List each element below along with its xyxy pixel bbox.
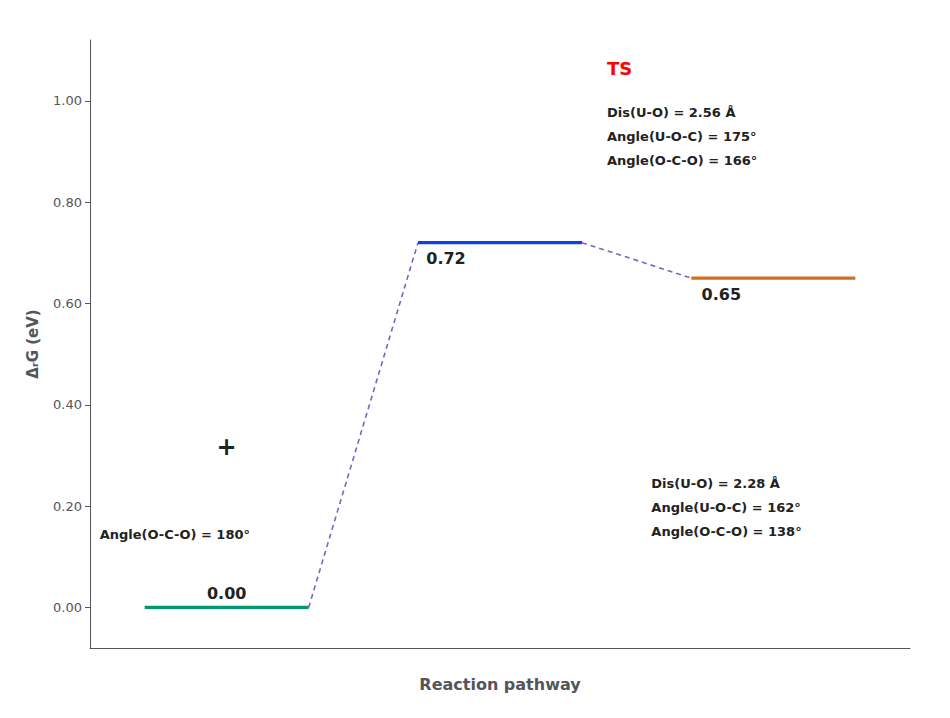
svg-text:0.65: 0.65 bbox=[702, 285, 741, 304]
svg-text:Angle(U-O-C) = 162°: Angle(U-O-C) = 162° bbox=[651, 500, 801, 515]
svg-text:0.80: 0.80 bbox=[53, 195, 82, 210]
svg-text:1.00: 1.00 bbox=[53, 93, 82, 108]
svg-text:Angle(U-O-C) = 175°: Angle(U-O-C) = 175° bbox=[607, 129, 757, 144]
svg-text:0.00: 0.00 bbox=[53, 600, 82, 615]
svg-text:+: + bbox=[217, 433, 237, 461]
svg-text:Reaction pathway: Reaction pathway bbox=[419, 675, 581, 694]
svg-text:Angle(O-C-O) = 166°: Angle(O-C-O) = 166° bbox=[607, 153, 757, 168]
svg-text:0.60: 0.60 bbox=[53, 296, 82, 311]
svg-text:Dis(U-O) = 2.56 Å: Dis(U-O) = 2.56 Å bbox=[607, 105, 735, 120]
svg-text:0.20: 0.20 bbox=[53, 499, 82, 514]
svg-text:TS: TS bbox=[607, 58, 632, 79]
svg-text:Angle(O-C-O) = 138°: Angle(O-C-O) = 138° bbox=[651, 524, 801, 539]
svg-text:ΔᵣG (eV): ΔᵣG (eV) bbox=[24, 309, 42, 378]
svg-text:0.40: 0.40 bbox=[53, 397, 82, 412]
svg-text:0.00: 0.00 bbox=[207, 584, 246, 603]
svg-text:Angle(O-C-O) = 180°: Angle(O-C-O) = 180° bbox=[100, 527, 250, 542]
svg-text:0.72: 0.72 bbox=[426, 249, 465, 268]
svg-text:Dis(U-O) = 2.28 Å: Dis(U-O) = 2.28 Å bbox=[651, 476, 779, 491]
